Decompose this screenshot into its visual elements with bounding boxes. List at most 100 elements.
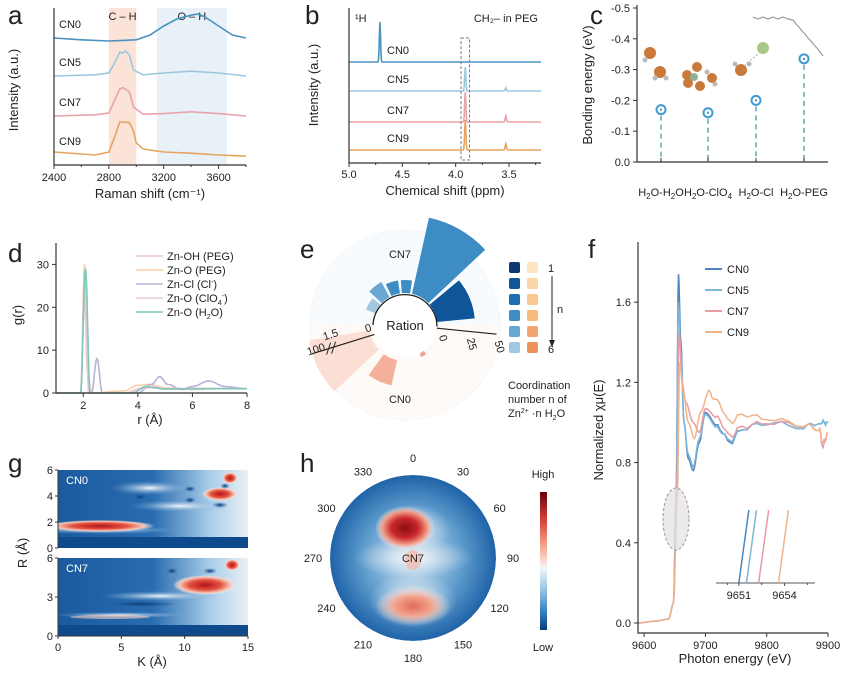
- scale-axis-cn0: [312, 333, 375, 355]
- molecule-h2o-h2o-icon: [642, 47, 669, 81]
- x-axis-label: Chemical shift (ppm): [385, 183, 504, 198]
- inner-axis-arc: [372, 293, 438, 327]
- legend-label: Zn-O (PEG): [167, 265, 226, 277]
- y-tick-label: 6: [47, 553, 53, 565]
- x-tick-label: 10: [179, 642, 191, 654]
- edge-highlight-ellipse: [662, 487, 690, 551]
- legend-label: Zn-Cl (Cl-): [167, 279, 217, 291]
- angle-tick-label: 90: [507, 553, 519, 565]
- inset-edge-cn9: [777, 509, 790, 584]
- scale-tick-label: 1.5: [322, 327, 340, 343]
- center-label: CN7: [402, 553, 424, 565]
- legend-caption-formula: Zn2+ ·n H2O: [508, 408, 566, 422]
- y-axis-label: Intensity (a.u.): [6, 49, 21, 131]
- x-tick-label: 2400: [42, 172, 66, 184]
- category-label: H2O-H2O: [638, 187, 684, 201]
- y-tick-label: 20: [37, 302, 49, 314]
- scale-axis-cn7: [436, 327, 497, 335]
- bar-cn7-n5: [369, 282, 390, 304]
- inset-edge-cn0: [738, 509, 750, 584]
- axis-break-icon: [326, 341, 337, 355]
- colorbar-low-label: Low: [533, 642, 553, 654]
- down-arrow-icon: [549, 340, 555, 347]
- y-tick-label: 30: [37, 259, 49, 271]
- series-label-cn9: CN9: [387, 133, 409, 145]
- band-o-h: [156, 8, 227, 165]
- panel-label-f: f: [588, 234, 596, 264]
- inset-edge-cn7: [757, 509, 770, 584]
- series-line-cn9: [53, 121, 247, 157]
- series-line-cn5: [349, 66, 541, 92]
- bar-cn7-n3: [400, 280, 413, 294]
- bar-cn7-n1: [429, 280, 475, 322]
- y-tick-label: 1.2: [616, 377, 631, 389]
- annotation-ch2-peg: CH₂– in PEG: [474, 13, 538, 25]
- molecule-h2o-clo4-icon: [682, 62, 718, 91]
- x-tick-label: 5: [118, 642, 124, 654]
- angle-tick-label: 120: [490, 603, 508, 615]
- bar-cn7-n6: [365, 298, 381, 314]
- legend-caption-line: Coordination: [508, 380, 570, 392]
- data-point-center: [802, 57, 806, 61]
- y-tick-label: -0.4: [611, 34, 630, 46]
- legend-swatch-cn7-n6: [509, 342, 520, 353]
- y-tick-label: 0.4: [616, 538, 631, 550]
- legend-label: Zn-OH (PEG): [167, 251, 234, 263]
- legend-n-first: 1: [548, 263, 554, 275]
- panel-label-a: a: [8, 0, 23, 30]
- bar-cn7-n2: [411, 217, 486, 304]
- scale-tick-label: 25: [464, 337, 479, 352]
- category-label: H2O-PEG: [780, 187, 828, 201]
- series-line-cn9: [637, 362, 829, 624]
- angle-tick-label: 60: [493, 503, 505, 515]
- series-line-cn7: [53, 86, 247, 117]
- center-hole: [373, 293, 437, 357]
- polar-heatmap: [330, 475, 496, 641]
- y-axis-label: Intensity (a.u.): [306, 44, 321, 126]
- y-tick-label: 6: [47, 465, 53, 477]
- panel-label-d: d: [8, 238, 22, 268]
- series-line: [56, 357, 247, 394]
- angle-tick-label: 150: [454, 640, 472, 652]
- panel-f: 9651 9654 9600 9700 9800 9900 0.0 0.4 0.8 1.2 1.6…: [591, 242, 840, 666]
- nucleus-label: ¹H: [355, 13, 367, 25]
- scale-tick-label: 50: [492, 339, 507, 354]
- x-tick-label: 5.0: [341, 169, 356, 181]
- bar-cn0-n3: [419, 350, 427, 358]
- band-c-h-label: C – H: [109, 11, 137, 23]
- x-tick-label: 2800: [97, 172, 121, 184]
- y-tick-label: -0.1: [611, 126, 630, 138]
- legend-label: CN0: [727, 264, 749, 276]
- series-line: [56, 268, 247, 394]
- y-tick-label: -0.3: [611, 65, 630, 77]
- data-point-center: [659, 108, 663, 111]
- data-point-center: [754, 99, 758, 102]
- x-tick-label: 9600: [632, 640, 656, 652]
- legend-swatch-cn7-n5: [509, 326, 520, 337]
- legend-label: CN5: [727, 285, 749, 297]
- series-line-cn0: [349, 21, 541, 63]
- y-tick-label: 0.0: [615, 157, 630, 169]
- subplot-label-cn0: CN0: [66, 475, 88, 487]
- y-tick-label: 0: [47, 631, 53, 643]
- scale-tick-label: 0: [436, 334, 449, 343]
- wavelet-map-cn0: [58, 470, 248, 548]
- panel-label-e: e: [300, 234, 314, 264]
- x-tick-label: 4.5: [395, 169, 410, 181]
- category-label: H2O-ClO4: [684, 187, 733, 201]
- legend-swatch-cn7-n4: [509, 310, 520, 321]
- scale-tick-label: 0: [364, 322, 374, 335]
- inset-tick-label: 9651: [727, 590, 751, 602]
- y-tick-label: 3: [47, 592, 53, 604]
- y-axis-label: Normalized χμ(E): [591, 380, 606, 481]
- series-line-cn7: [349, 91, 541, 123]
- series-label-cn7: CN7: [387, 105, 409, 117]
- inset-edge-cn5: [745, 509, 758, 584]
- legend-label: CN7: [727, 306, 749, 318]
- x-axis-label: K (Å): [137, 654, 167, 669]
- x-tick-label: 9800: [754, 640, 778, 652]
- panel-c: 0.0 -0.1 -0.2 -0.3 -0.4 -0.5 H2O-H2O H2O-ClO4 H…: [580, 3, 828, 201]
- y-axis-label: R (Å): [15, 538, 30, 568]
- series-line-cn7: [637, 332, 829, 624]
